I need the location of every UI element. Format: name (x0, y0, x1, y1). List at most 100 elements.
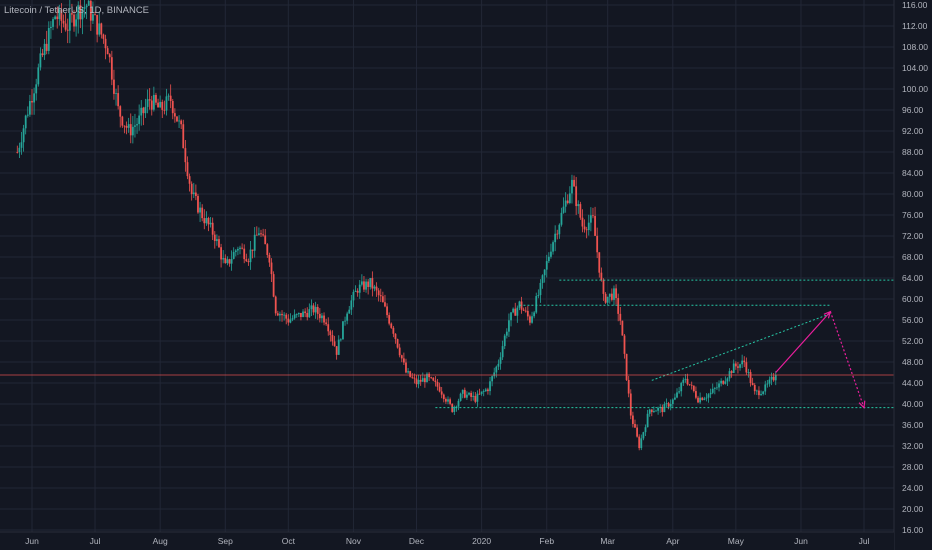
candle-body (640, 438, 643, 449)
candle-body (85, 5, 88, 8)
candle-body (344, 320, 346, 322)
candle-body (747, 372, 750, 373)
candle-body (556, 233, 559, 235)
y-tick-label: 16.00 (902, 525, 924, 535)
y-tick-label: 96.00 (902, 105, 924, 115)
y-tick-label: 100.00 (902, 84, 928, 94)
candle-body (31, 101, 33, 103)
candle-body (45, 43, 48, 51)
candle-body (743, 360, 746, 363)
candle-body (264, 235, 267, 245)
candle-body (96, 14, 99, 35)
x-tick-label: Oct (282, 536, 296, 546)
candle-body (64, 23, 67, 30)
candle-body (115, 93, 117, 94)
candle-body (493, 372, 496, 377)
candle-body (140, 107, 143, 116)
candle-body (98, 23, 101, 35)
candle-body (22, 128, 25, 143)
x-tick-label: 2020 (472, 536, 491, 546)
candle-body (634, 423, 636, 428)
candle-body (739, 364, 741, 368)
candle-body (428, 373, 430, 378)
candle-body (751, 382, 754, 386)
y-tick-label: 88.00 (902, 147, 924, 157)
y-tick-label: 72.00 (902, 231, 924, 241)
time-axis[interactable]: Jun Jul Aug Sep Oct Nov Dec 2020 Feb Mar Apr May Jun… (0, 531, 894, 550)
candle-body (413, 377, 416, 379)
candle-body (213, 234, 216, 241)
candle-body (379, 295, 382, 297)
candle-body (52, 19, 54, 27)
candle-body (480, 391, 483, 394)
candle-body (440, 391, 443, 395)
candle-body (302, 311, 304, 318)
candle-body (474, 395, 477, 402)
candle-body (720, 380, 723, 384)
candle-body (152, 94, 155, 110)
candle-body (709, 392, 712, 395)
y-tick-label: 84.00 (902, 168, 924, 178)
candle-body (375, 286, 378, 291)
candle-body (655, 410, 657, 412)
candle-body (724, 381, 727, 384)
candle-body (604, 293, 607, 303)
candle-body (577, 204, 580, 207)
candle-body (371, 278, 374, 289)
candle-body (627, 379, 630, 394)
candle-body (79, 5, 82, 20)
candle-body (176, 116, 178, 122)
candle-body (92, 14, 94, 21)
candle-body (423, 378, 426, 383)
y-tick-label: 44.00 (902, 378, 924, 388)
candle-body (526, 310, 529, 317)
candle-body (432, 377, 435, 381)
candle-body (41, 53, 44, 56)
candle-body (644, 427, 647, 433)
candle-body (631, 415, 634, 424)
candle-body (608, 293, 611, 297)
candle-body (339, 339, 342, 341)
candle-body (26, 114, 29, 116)
candle-body (266, 244, 269, 255)
price-axis[interactable]: 16.00 20.00 24.00 28.00 32.00 36.00 40.00 44.00… (893, 0, 932, 550)
candle-body (304, 311, 307, 314)
candle-body (150, 100, 153, 110)
candle-body (106, 48, 109, 55)
candle-body (472, 395, 475, 397)
candle-body (171, 100, 174, 114)
candle-body (190, 183, 193, 195)
candle-body (316, 306, 319, 314)
candle-body (218, 239, 220, 248)
candle-body (295, 314, 298, 315)
candle-body (669, 404, 672, 407)
candle-body (402, 358, 405, 363)
candle-body (255, 234, 258, 236)
candle-body (453, 406, 456, 412)
candle-body (94, 14, 96, 16)
candle-body (766, 383, 769, 385)
candle-body (461, 389, 464, 394)
candle-body (444, 399, 447, 402)
candle-body (239, 247, 241, 249)
candle-body (581, 217, 584, 227)
candle-body (163, 109, 166, 111)
candle-body (520, 301, 523, 310)
candle-body (512, 308, 515, 313)
x-tick-label: Aug (153, 536, 168, 546)
candle-body (291, 318, 294, 320)
candle-body (188, 176, 191, 184)
candle-body (503, 335, 506, 347)
candle-body (447, 399, 449, 402)
candle-body (621, 320, 624, 336)
candle-body (89, 0, 92, 21)
candle-body (331, 335, 334, 342)
candle-body (768, 379, 771, 384)
candle-body (258, 233, 260, 236)
candle-body (62, 20, 65, 24)
candle-body (398, 347, 401, 356)
candle-body (419, 379, 422, 382)
candle-body (417, 379, 420, 385)
